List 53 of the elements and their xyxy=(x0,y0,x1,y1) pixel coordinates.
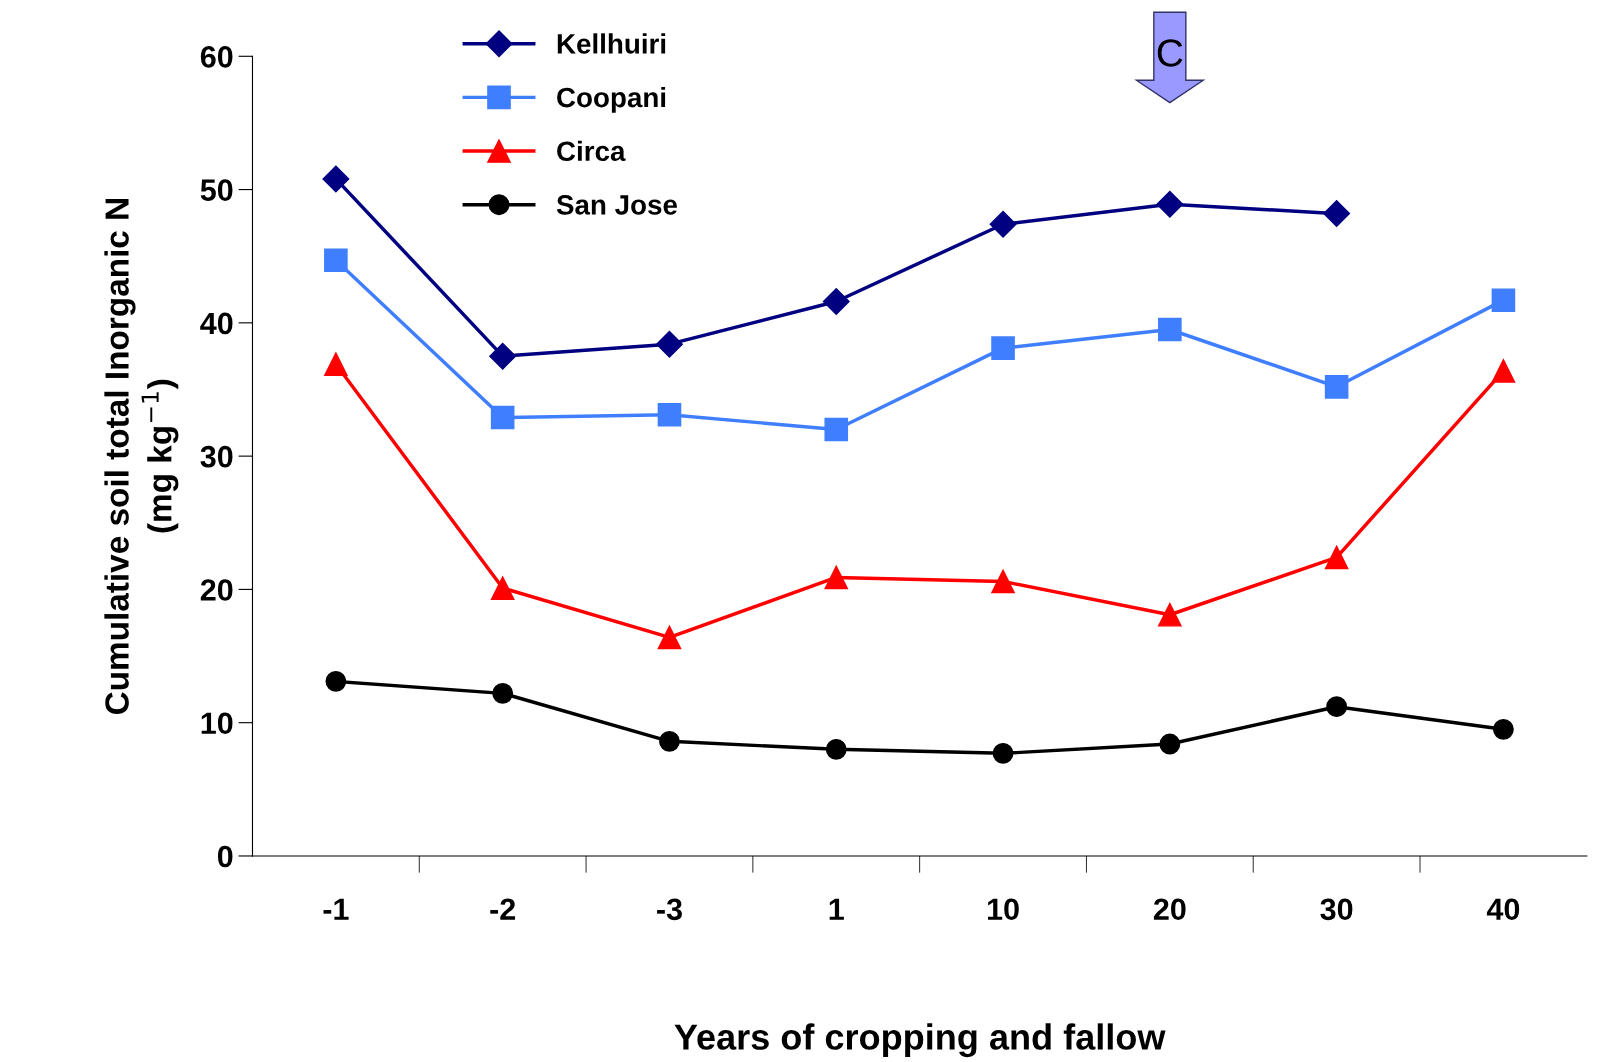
x-tick-label: 10 xyxy=(987,898,1019,921)
point xyxy=(659,730,680,752)
point xyxy=(325,670,347,692)
point xyxy=(324,248,348,273)
point xyxy=(992,742,1014,764)
point xyxy=(489,342,517,370)
point xyxy=(824,565,849,590)
point xyxy=(1491,359,1516,383)
x-tick-label: 30 xyxy=(1320,898,1353,921)
point xyxy=(492,682,514,704)
legend-label: San Jose xyxy=(556,195,677,215)
point xyxy=(991,336,1015,360)
point xyxy=(1324,375,1349,399)
x-tick-label: 40 xyxy=(1486,898,1520,921)
x-axis-title: Years of cropping and fallow xyxy=(674,1023,1166,1058)
annotation: C xyxy=(1157,39,1183,67)
x-tick-label: -3 xyxy=(657,898,682,921)
point xyxy=(490,405,515,430)
x-tick-label: -2 xyxy=(490,898,516,920)
point xyxy=(1326,696,1348,718)
point xyxy=(1159,733,1181,755)
y-tick-label: 10 xyxy=(201,712,233,735)
legend-label: Coopani xyxy=(557,86,666,113)
y-tick-label: 50 xyxy=(200,179,233,201)
point xyxy=(824,417,849,442)
y-tick-label: 30 xyxy=(200,445,233,468)
x-tick-label: -1 xyxy=(323,898,349,920)
point xyxy=(1491,288,1516,312)
legend-label: Kellhuiri xyxy=(557,33,666,54)
y-tick-label: 0 xyxy=(217,845,233,868)
y-tick-label: 20 xyxy=(200,579,233,601)
legend-label: Circa xyxy=(557,140,626,162)
point xyxy=(1492,718,1514,740)
point xyxy=(1324,545,1349,570)
point xyxy=(1156,190,1184,218)
point xyxy=(322,165,350,193)
point xyxy=(324,352,348,376)
point xyxy=(1158,602,1182,627)
point xyxy=(657,403,682,427)
point xyxy=(825,738,847,760)
point xyxy=(490,576,515,600)
point xyxy=(657,625,682,650)
point xyxy=(989,210,1017,238)
point xyxy=(991,569,1015,594)
point xyxy=(656,330,683,358)
x-tick-label: 1 xyxy=(829,898,844,920)
point xyxy=(1158,317,1182,342)
x-tick-label: 20 xyxy=(1153,898,1186,921)
y-tick-label: 40 xyxy=(200,312,233,335)
y-tick-label: 60 xyxy=(200,46,233,68)
point xyxy=(822,288,850,315)
point xyxy=(1323,200,1351,228)
y-axis-title: Cumulative soil total Inorganic N (mg kg$^{−1}$) xyxy=(104,199,179,715)
